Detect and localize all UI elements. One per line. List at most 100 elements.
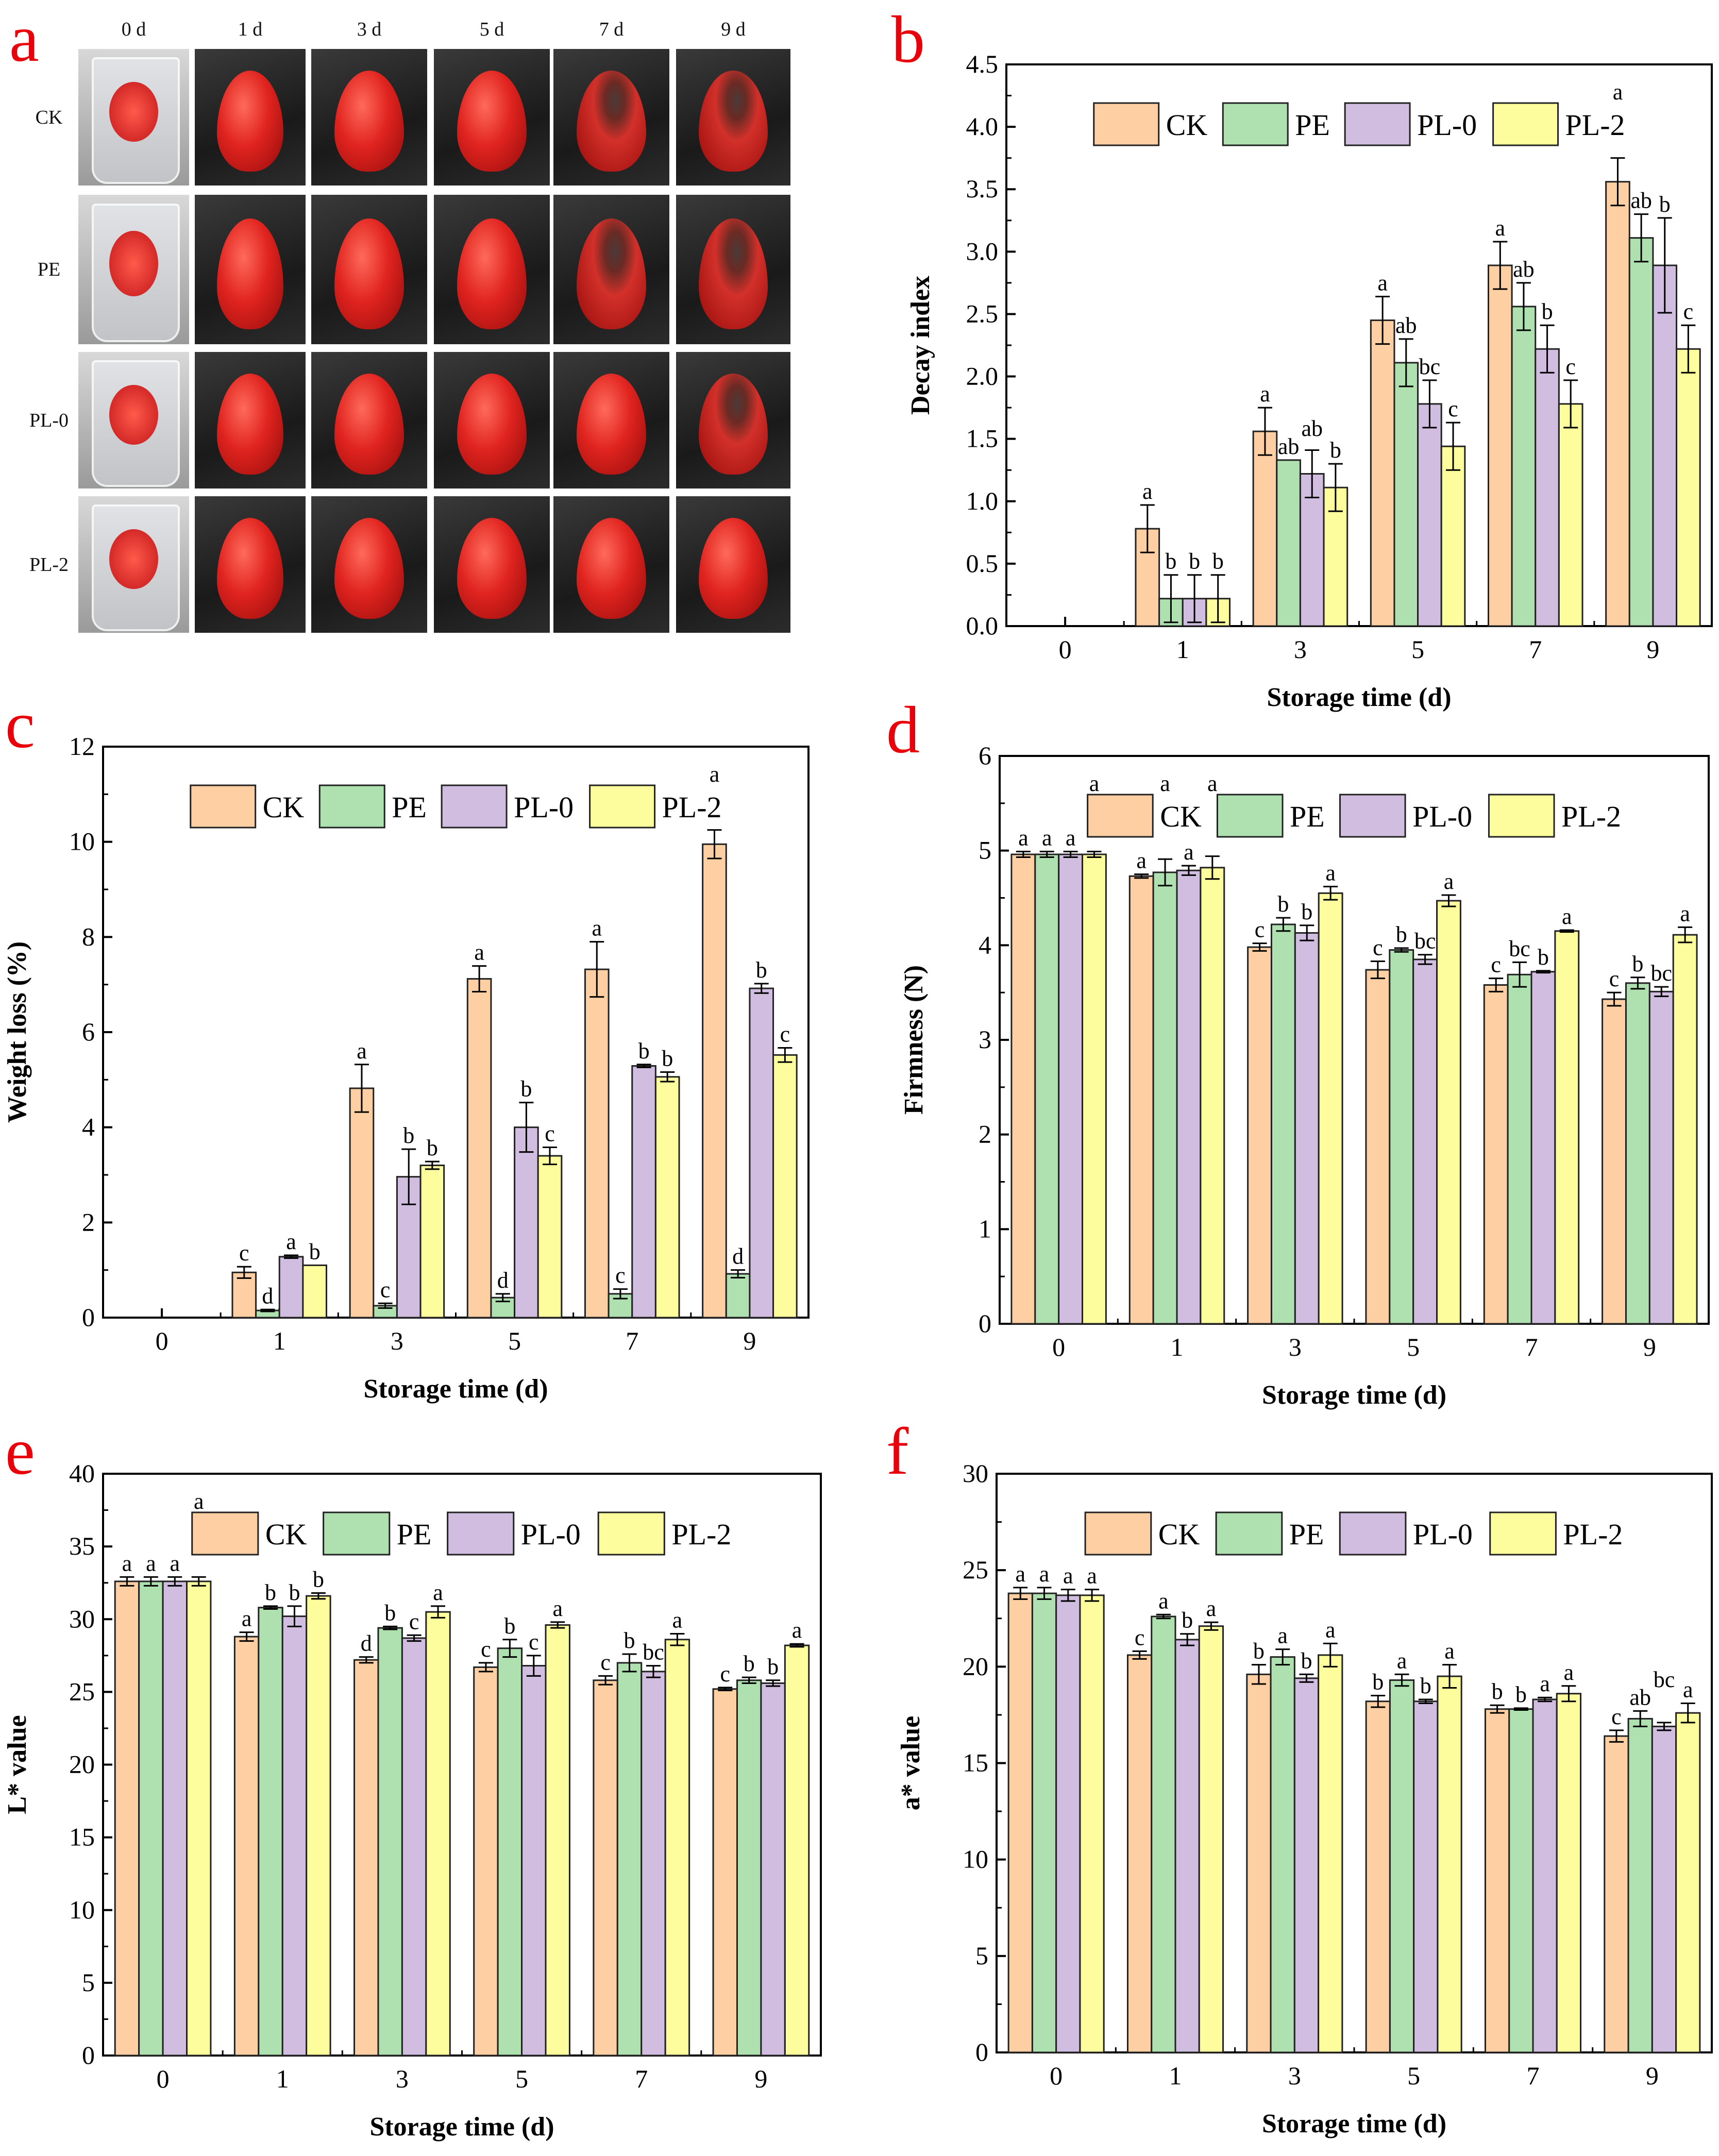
significance-letter: a <box>1260 381 1270 407</box>
fruit-shape <box>334 218 404 329</box>
significance-letter: a <box>1377 271 1388 296</box>
x-tick-label: 3 <box>1294 635 1307 664</box>
bar-pl-2 <box>186 1580 212 2057</box>
x-tick-label: 9 <box>1643 1333 1656 1361</box>
significance-letter: c <box>600 1649 611 1675</box>
bar-pe <box>1511 306 1537 627</box>
x-tick-label: 0 <box>156 1326 168 1355</box>
bar-pe <box>1031 1592 1057 2053</box>
fruit-photo <box>553 352 669 489</box>
bar-pe <box>258 1607 283 2057</box>
bar-ck <box>712 1688 738 2057</box>
significance-letter: b <box>1330 437 1341 463</box>
legend-label: CK <box>1160 800 1202 833</box>
legend-label: PE <box>397 1518 432 1551</box>
fruit-shape <box>699 218 768 329</box>
bar-pl-2 <box>306 1595 331 2057</box>
y-axis-title: Weight loss (%) <box>3 941 32 1123</box>
fruit-photo <box>311 496 427 633</box>
y-tick-label: 4 <box>979 930 991 959</box>
fruit-shape <box>577 71 646 172</box>
x-tick-label: 0 <box>157 2064 170 2093</box>
bar-ck <box>1365 1700 1391 2053</box>
legend-label: PL-2 <box>1563 1518 1623 1551</box>
bar-ck <box>1252 430 1278 627</box>
fruit-shape <box>109 81 158 142</box>
bar-ck <box>231 1271 257 1319</box>
bar-ck <box>1365 969 1391 1325</box>
fruit-shape <box>217 518 283 619</box>
significance-letter: a <box>1613 79 1623 105</box>
x-axis-title: Storage time (d) <box>1262 1380 1446 1410</box>
legend-swatch-ck <box>1087 794 1154 838</box>
bar-pl-2 <box>1440 445 1466 627</box>
significance-letter: b <box>1515 1682 1527 1707</box>
bar-ck <box>702 843 727 1319</box>
bar-pl-0 <box>1652 264 1678 627</box>
legend-label: PL-0 <box>1412 800 1472 833</box>
legend-label: PE <box>1289 1518 1324 1551</box>
y-tick-label: 15 <box>963 1748 988 1777</box>
fruit-shape <box>457 518 527 619</box>
bar-pl-0 <box>281 1615 308 2057</box>
x-tick-label: 0 <box>1050 2061 1063 2090</box>
row-label: PL-2 <box>29 553 69 576</box>
significance-letter: c <box>529 1629 539 1655</box>
y-tick-label: 0.5 <box>966 549 999 578</box>
legend-swatch-pl-2 <box>1492 102 1559 146</box>
y-tick-label: 0 <box>82 2041 95 2069</box>
bar-ck <box>1483 984 1509 1325</box>
bar-ck <box>1370 319 1395 627</box>
significance-letter: a <box>146 1551 156 1576</box>
significance-letter: ab <box>1513 257 1535 282</box>
fruit-shape <box>334 374 404 475</box>
significance-letter: b <box>1632 951 1643 976</box>
x-tick-label: 7 <box>1527 2061 1540 2090</box>
fruit-shape <box>577 518 646 619</box>
fruit-shape <box>457 374 527 475</box>
fruit-shape <box>699 374 768 475</box>
y-tick-label: 3 <box>979 1025 991 1054</box>
x-tick-label: 1 <box>1176 635 1189 664</box>
significance-letter: a <box>474 940 484 965</box>
significance-letter: a <box>1160 771 1170 796</box>
significance-letter: c <box>1611 1704 1622 1729</box>
significance-letter: a <box>170 1551 180 1576</box>
panel-letter-b: b <box>891 3 925 77</box>
x-tick-label: 0 <box>1059 635 1072 664</box>
y-tick-label: 0 <box>82 1303 95 1332</box>
significance-letter: b <box>1165 549 1176 574</box>
x-tick-label: 9 <box>1646 635 1659 664</box>
y-tick-label: 4.5 <box>966 49 999 78</box>
y-tick-label: 4 <box>82 1113 95 1141</box>
row-label: PE <box>37 259 61 280</box>
significance-letter: ab <box>1629 1685 1651 1710</box>
x-tick-label: 7 <box>1525 1333 1538 1361</box>
legend-label: PL-0 <box>1413 1518 1473 1551</box>
significance-letter: a <box>357 1038 367 1064</box>
significance-letter: ab <box>1278 434 1300 459</box>
legend-swatch-ck <box>1093 102 1160 146</box>
y-tick-label: 6 <box>979 741 991 770</box>
legend-label: PL-2 <box>1561 800 1621 833</box>
significance-letter: a <box>242 1606 252 1631</box>
bar-pe <box>736 1679 762 2057</box>
bar-pl-2 <box>772 1054 798 1319</box>
significance-letter: c <box>1255 917 1265 942</box>
significance-letter: ab <box>1395 313 1417 338</box>
legend-label: CK <box>265 1518 307 1551</box>
legend-swatch-pl-0 <box>441 784 508 829</box>
column-label: 0 d <box>121 19 146 40</box>
significance-letter: a <box>1158 1588 1169 1613</box>
column-label: 5 d <box>479 19 504 40</box>
fruit-shape <box>334 518 404 619</box>
bar-pl-0 <box>631 1065 656 1319</box>
x-tick-label: 5 <box>508 1326 521 1355</box>
significance-letter: a <box>1277 1623 1288 1648</box>
bar-ck <box>1007 1592 1033 2053</box>
bar-pl-0 <box>278 1256 304 1319</box>
significance-letter: bc <box>1419 354 1441 379</box>
significance-letter: b <box>638 1038 650 1064</box>
bar-pe <box>1627 1717 1653 2053</box>
significance-letter: bc <box>1509 936 1530 961</box>
